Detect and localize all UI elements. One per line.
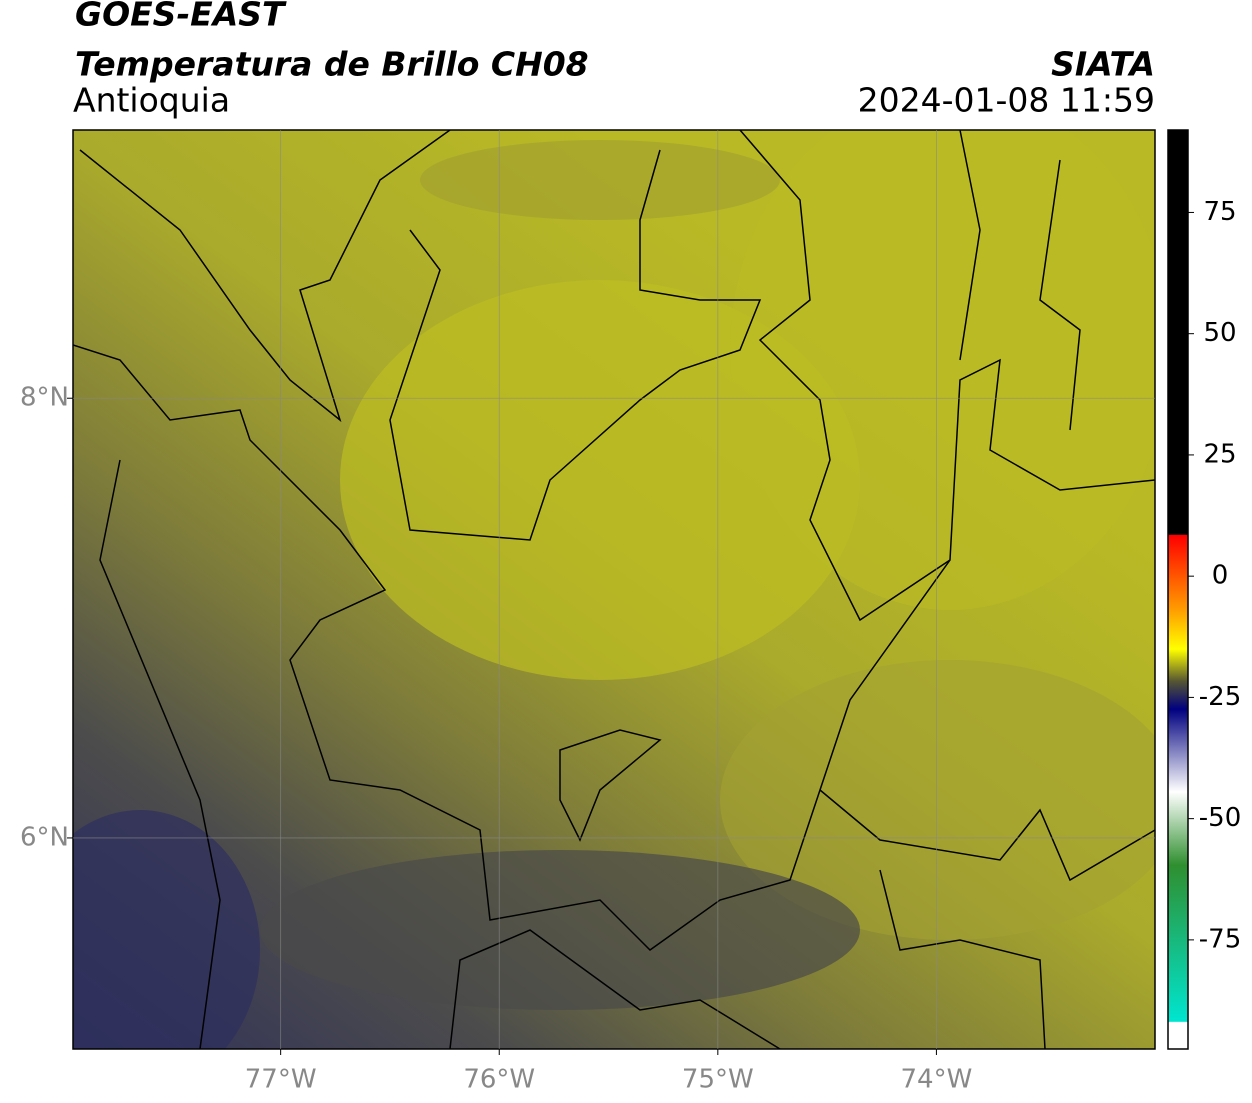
colorbar-tick-label: -50 xyxy=(1199,803,1241,833)
colorbar-tick-label: -75 xyxy=(1199,924,1241,954)
x-tick-label: 77°W xyxy=(245,1065,317,1095)
y-tick-label: 8°N xyxy=(20,383,69,413)
x-tick-label: 74°W xyxy=(901,1065,973,1095)
x-tick-label: 75°W xyxy=(682,1065,754,1095)
colorbar-tick-label: 75 xyxy=(1203,197,1236,227)
region: Antioquia xyxy=(73,81,230,120)
map-frame xyxy=(72,129,1156,1050)
subtitle: Temperatura de Brillo CH08 xyxy=(75,45,589,84)
map-image xyxy=(73,130,1155,1049)
source: SIATA xyxy=(1051,45,1155,84)
colorbar-tick-label: -25 xyxy=(1199,682,1241,712)
title: GOES-EAST xyxy=(75,0,287,34)
x-tick-label: 76°W xyxy=(463,1065,535,1095)
y-tick-label: 6°N xyxy=(20,822,69,852)
colorbar xyxy=(1167,129,1189,1050)
colorbar-tick-label: 0 xyxy=(1212,561,1229,591)
datetime: 2024-01-08 11:59 xyxy=(858,81,1155,120)
colorbar-tick-label: 50 xyxy=(1203,318,1236,348)
colorbar-tick-label: 25 xyxy=(1203,439,1236,469)
